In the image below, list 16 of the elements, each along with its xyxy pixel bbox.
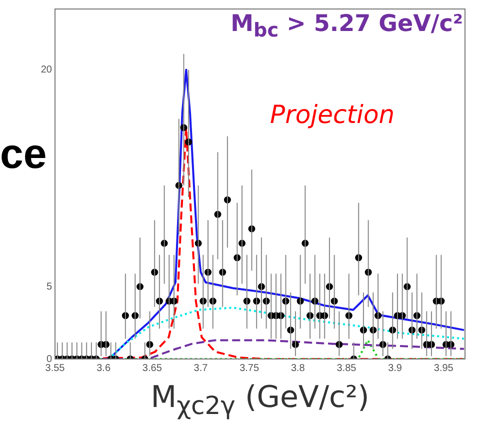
y-tick-label: 5 xyxy=(46,281,52,292)
x-tick-label: 3.95 xyxy=(434,362,454,374)
annotation: Projection xyxy=(270,100,395,129)
x-tick-label: 3.9 xyxy=(388,362,402,374)
x-axis-title: M$_{χc2γ}$ (GeV/c²) xyxy=(150,380,370,420)
x-tick-label: 3.6 xyxy=(96,362,111,374)
x-tick-label: 3.85 xyxy=(336,362,357,374)
y-tick-label: 20 xyxy=(40,64,52,76)
x-tick-label: 3.65 xyxy=(142,362,162,374)
x-tick-label: 3.55 xyxy=(45,362,66,374)
annotation: M$_{bc}$ > 5.27 GeV/c² xyxy=(230,11,463,42)
x-tick-label: 3.7 xyxy=(194,362,208,374)
text: ce xyxy=(0,130,47,178)
x-tick-label: 3.8 xyxy=(290,362,306,374)
y-tick-label: 0 xyxy=(46,354,52,365)
x-tick-label: 3.75 xyxy=(240,362,260,374)
